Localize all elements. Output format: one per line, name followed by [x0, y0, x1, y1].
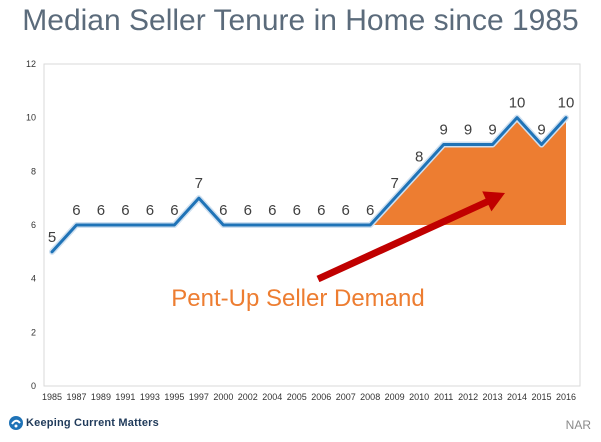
data-label: 6 — [366, 202, 374, 219]
y-tick-label: 12 — [26, 59, 36, 69]
x-tick-label: 2002 — [238, 392, 258, 402]
data-label: 6 — [342, 202, 350, 219]
data-label: 10 — [509, 95, 526, 112]
x-tick-label: 2006 — [311, 392, 331, 402]
annotation-label: Pent-Up Seller Demand — [171, 285, 424, 312]
y-tick-label: 6 — [31, 220, 36, 230]
data-label: 6 — [268, 202, 276, 219]
data-label: 6 — [293, 202, 301, 219]
x-tick-label: 2014 — [507, 392, 527, 402]
kcm-logo-icon — [8, 415, 24, 436]
x-tick-label: 2000 — [213, 392, 233, 402]
x-tick-label: 2016 — [556, 392, 576, 402]
data-label: 9 — [537, 122, 545, 139]
x-tick-label: 2013 — [483, 392, 503, 402]
x-tick-label: 2004 — [262, 392, 282, 402]
y-tick-label: 8 — [31, 166, 36, 176]
y-axis: 0 2 4 6 8 10 12 — [26, 59, 36, 391]
x-tick-label: 2010 — [409, 392, 429, 402]
x-tick-label: 1989 — [91, 392, 111, 402]
x-tick-label: 1985 — [42, 392, 62, 402]
data-label: 6 — [219, 202, 227, 219]
x-tick-label: 2005 — [287, 392, 307, 402]
y-tick-label: 4 — [31, 274, 36, 284]
data-label: 9 — [488, 122, 496, 139]
x-tick-label: 2008 — [360, 392, 380, 402]
pent-up-demand-region — [370, 117, 566, 225]
x-tick-label: 1987 — [66, 392, 86, 402]
y-tick-label: 10 — [26, 113, 36, 123]
data-label: 9 — [464, 122, 472, 139]
shaded-area — [370, 117, 566, 225]
data-label: 6 — [97, 202, 105, 219]
x-tick-label: 1991 — [115, 392, 135, 402]
data-label: 7 — [195, 175, 203, 192]
data-label: 6 — [317, 202, 325, 219]
source-label: NAR — [565, 418, 591, 432]
data-label: 5 — [48, 229, 56, 246]
data-label: 7 — [390, 175, 398, 192]
data-label: 6 — [72, 202, 80, 219]
y-tick-label: 2 — [31, 327, 36, 337]
data-label: 9 — [439, 122, 447, 139]
data-label: 6 — [121, 202, 129, 219]
x-tick-label: 1995 — [164, 392, 184, 402]
x-tick-label: 2009 — [385, 392, 405, 402]
brand-name: Keeping Current Matters — [26, 417, 159, 429]
data-label: 10 — [558, 95, 575, 112]
x-tick-label: 1993 — [140, 392, 160, 402]
x-tick-label: 1997 — [189, 392, 209, 402]
data-label: 6 — [170, 202, 178, 219]
chart-title: Median Seller Tenure in Home since 1985 — [22, 4, 579, 37]
y-tick-label: 0 — [31, 381, 36, 391]
annotation-arrow — [316, 191, 505, 283]
x-tick-label: 2011 — [434, 392, 453, 402]
data-label: 6 — [146, 202, 154, 219]
series-line-layer — [49, 114, 569, 255]
data-label: 8 — [415, 148, 423, 165]
series-line — [50, 116, 568, 254]
arrow-head — [482, 191, 505, 212]
x-tick-label: 2012 — [458, 392, 478, 402]
x-tick-label: 2015 — [532, 392, 552, 402]
data-label: 6 — [244, 202, 252, 219]
arrow-shaft — [316, 196, 493, 283]
x-tick-label: 2007 — [336, 392, 356, 402]
x-axis: 1985 1987 1989 1991 1993 1995 1997 2000 2002 2004… — [42, 392, 576, 402]
